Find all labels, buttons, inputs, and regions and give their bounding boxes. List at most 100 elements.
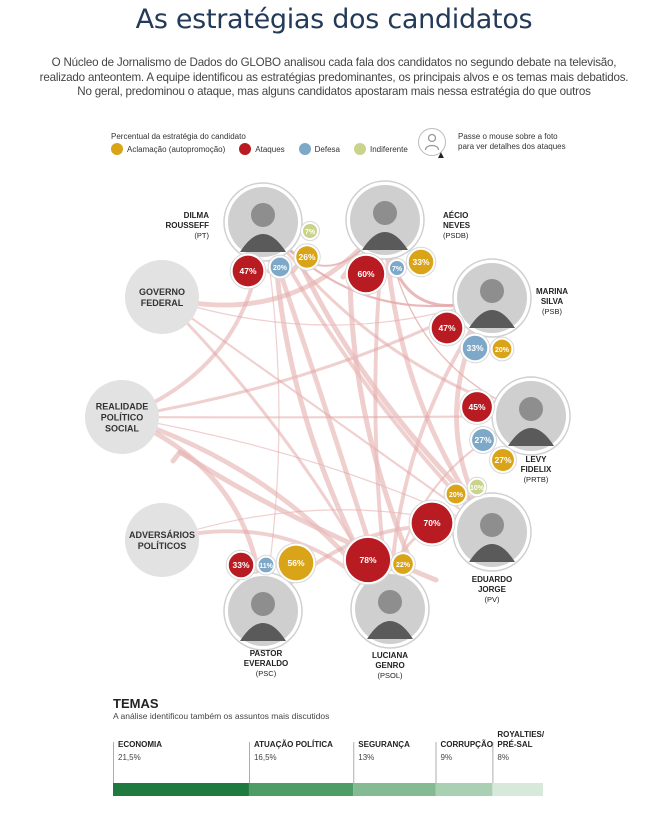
bubble-label: 33% — [466, 343, 483, 353]
intro-line: realizado anteontem. A equipe identifico… — [39, 70, 629, 84]
temas-value: 8% — [497, 753, 509, 762]
bubble-label: 45% — [468, 402, 485, 412]
temas-category: ROYALTIES/ — [497, 730, 544, 739]
bubble-label: 7% — [305, 229, 316, 236]
legend-label: Ataques — [255, 144, 285, 154]
candidate-party: (PV) — [485, 595, 501, 604]
bubble-label: 33% — [412, 257, 429, 267]
target-label: POLÍTICOS — [138, 541, 187, 551]
candidate-name: EVERALDO — [244, 659, 288, 668]
bubble-indiferente — [469, 479, 485, 495]
candidate-name: PASTOR — [250, 649, 283, 658]
avatar-body — [469, 310, 515, 328]
avatar-head — [378, 590, 402, 614]
bubble-label: 70% — [423, 518, 440, 528]
temas-category: ATUAÇÃO POLÍTICA — [254, 740, 333, 749]
legend-item-defesa: Defesa — [298, 143, 340, 155]
bubble-defesa — [258, 557, 274, 573]
candidate-name: AÉCIO — [443, 211, 468, 220]
bubble-label: 60% — [357, 269, 374, 279]
legend-swatch — [298, 143, 311, 155]
bubble-label: 27% — [494, 455, 511, 465]
avatar-head — [480, 279, 504, 303]
avatar-head — [519, 397, 543, 421]
avatar-body — [469, 544, 515, 562]
temas-value: 21,5% — [118, 753, 141, 762]
temas-category: SEGURANÇA — [358, 740, 410, 749]
bubble-ataques — [462, 392, 492, 422]
bubble-defesa — [390, 261, 404, 275]
bubble-indiferente — [303, 224, 317, 238]
temas-title: TEMAS — [113, 696, 159, 711]
candidate-party: (PSDB) — [443, 231, 469, 240]
target-label: ADVERSÁRIOS — [129, 530, 195, 540]
bubble-label: 27% — [474, 435, 491, 445]
legend-label: Defesa — [314, 144, 340, 154]
target-label: REALIDADE — [96, 402, 149, 412]
bubble-ataques — [345, 537, 391, 583]
attack-arc-heavy — [273, 259, 363, 558]
candidate-name: SILVA — [541, 297, 564, 306]
bubble-defesa — [270, 257, 290, 277]
temas-segment — [492, 783, 543, 796]
temas-category: CORRUPÇÃO — [441, 740, 493, 749]
bubble-ataques — [232, 255, 264, 287]
bubble-ataques — [347, 255, 385, 293]
temas-category: ECONOMIA — [118, 740, 162, 749]
target-label: SOCIAL — [105, 424, 140, 434]
temas-segment — [353, 783, 436, 796]
avatar-body — [240, 234, 286, 252]
intro-line: O Núcleo de Jornalismo de Dados do GLOBO… — [51, 56, 617, 69]
legend-swatch — [239, 143, 252, 155]
arrow-head — [170, 449, 192, 464]
candidate-party: (PSB) — [542, 307, 563, 316]
target-label: GOVERNO — [139, 287, 185, 297]
hint-line: para ver detalhes dos ataques — [458, 142, 566, 151]
avatar-body — [240, 623, 286, 641]
bubble-label: 7% — [392, 266, 403, 273]
candidate-name: EDUARDO — [472, 575, 512, 584]
target-circle — [85, 380, 159, 454]
bubble-label: 26% — [298, 252, 315, 262]
candidate-name: LUCIANA — [372, 651, 408, 660]
bubble-defesa — [462, 335, 488, 361]
bubble-label: 20% — [449, 492, 464, 499]
legend-swatch — [111, 143, 123, 155]
bubble-label: 20% — [495, 347, 510, 354]
bubble-aclamacao — [446, 484, 466, 504]
legend-item-aclamacao: Aclamação (autopromoção) — [111, 143, 225, 155]
bubble-aclamacao — [492, 449, 514, 471]
hover-hint: Passe o mouse sobre a foto para ver deta… — [418, 128, 566, 156]
avatar-head — [251, 203, 275, 227]
candidate-name: LEVY — [526, 455, 548, 464]
avatar-body — [367, 621, 413, 639]
avatar-head — [373, 201, 397, 225]
temas-value: 16,5% — [254, 753, 277, 762]
bubble-label: 33% — [232, 560, 249, 570]
avatar-head — [480, 513, 504, 537]
temas-bar: ECONOMIA 21,5% ATUAÇÃO POLÍTICA 16,5% SEGURA… — [113, 730, 545, 796]
candidate-party: (PSOL) — [377, 671, 403, 680]
temas-subtitle: A análise identificou também os assuntos… — [113, 711, 330, 721]
target-circle — [125, 260, 199, 334]
bubble-label: 22% — [396, 562, 411, 569]
bubble-label: 78% — [359, 555, 376, 565]
target-circle — [125, 503, 199, 577]
legend-label: Aclamação (autopromoção) — [127, 144, 226, 154]
bubble-aclamacao — [408, 249, 434, 275]
candidate-party: (PRTB) — [524, 475, 549, 484]
page-title: As estratégias dos candidatos — [135, 4, 533, 35]
candidate-name: ROUSSEFF — [165, 221, 209, 230]
temas-value: 13% — [358, 753, 374, 762]
candidate-party: (PT) — [194, 231, 209, 240]
bubble-aclamacao — [492, 339, 512, 359]
bubble-label: 11% — [259, 563, 273, 570]
candidate-name: NEVES — [443, 221, 471, 230]
candidate-name: FIDELIX — [521, 465, 552, 474]
target-label: POLÍTICO — [101, 413, 144, 423]
